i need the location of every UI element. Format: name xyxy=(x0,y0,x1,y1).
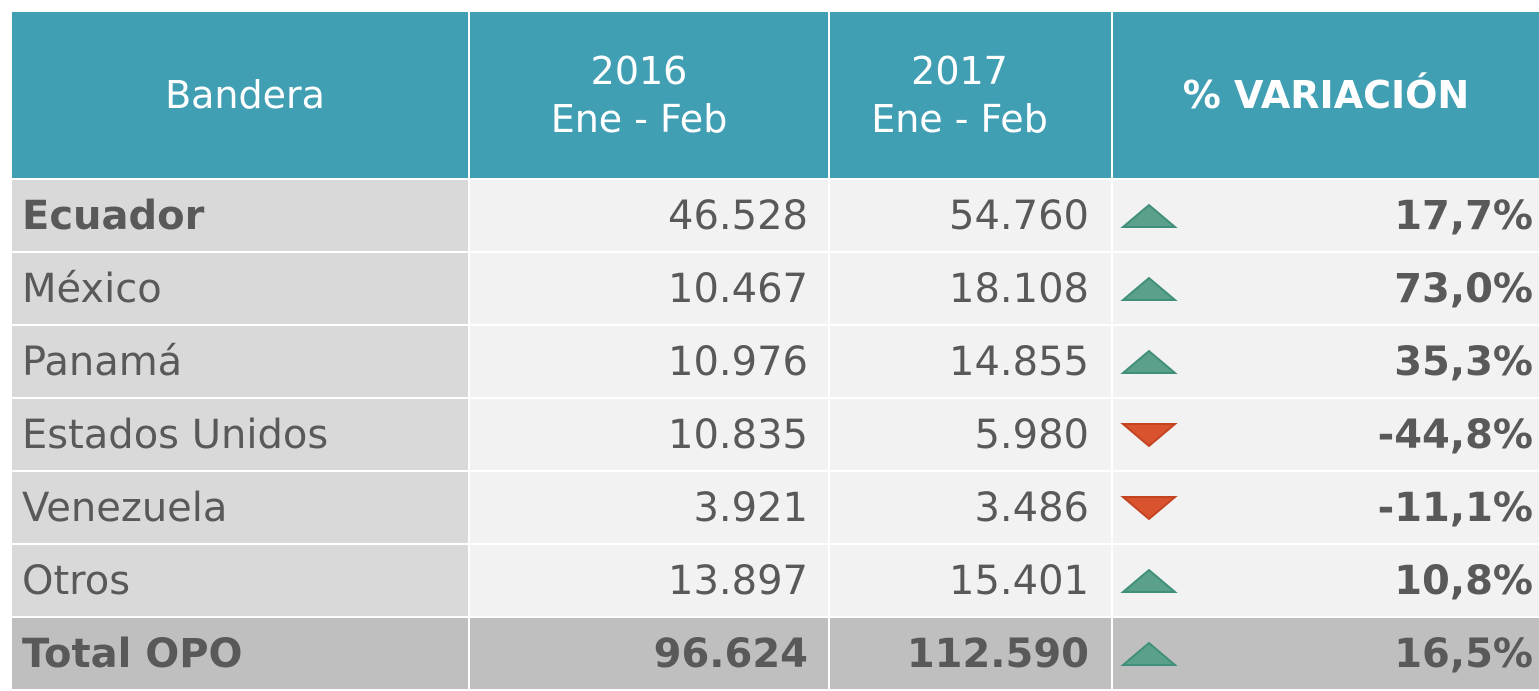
y2016-text: 96.624 xyxy=(653,630,808,677)
y2016-cell: 96.624 xyxy=(470,618,830,691)
y2016-cell: 3.921 xyxy=(470,472,830,545)
y2017-cell: 3.486 xyxy=(830,472,1113,545)
table-row: Panamá 10.976 14.855 35,3% xyxy=(12,326,1539,399)
y2016-cell: 10.467 xyxy=(470,253,830,326)
name-cell: México xyxy=(12,253,470,326)
trend-arrow xyxy=(1120,276,1178,301)
table-row: Ecuador 46.528 54.760 17,7% xyxy=(12,180,1539,253)
header-cell: % VARIACIÓN xyxy=(1113,12,1539,180)
y2017-cell: 15.401 xyxy=(830,545,1113,618)
header-text: 2016 xyxy=(590,49,688,93)
y2017-cell: 14.855 xyxy=(830,326,1113,399)
trend-arrow xyxy=(1120,641,1178,666)
variation-text: 10,8% xyxy=(1394,557,1533,604)
arrow-up xyxy=(1120,276,1178,301)
variation-cell: 17,7% xyxy=(1113,180,1539,253)
y2016-text: 13.897 xyxy=(668,557,808,604)
name-cell: Panamá xyxy=(12,326,470,399)
variation-cell: 35,3% xyxy=(1113,326,1539,399)
trend-arrow xyxy=(1120,495,1178,520)
name-text: Estados Unidos xyxy=(22,411,329,458)
y2016-text: 10.467 xyxy=(668,265,808,312)
variation-text: 73,0% xyxy=(1394,265,1533,312)
y2016-text: 46.528 xyxy=(668,192,808,239)
header-cell: Bandera xyxy=(12,12,470,180)
y2017-cell: 112.590 xyxy=(830,618,1113,691)
header-text: Bandera xyxy=(165,73,325,117)
y2017-cell: 5.980 xyxy=(830,399,1113,472)
header-row: Bandera 2016 Ene - Feb 2017 Ene - Feb% VARIA… xyxy=(12,12,1539,180)
name-text: Ecuador xyxy=(22,192,205,239)
name-text: Otros xyxy=(22,557,131,604)
table-row: Venezuela 3.921 3.486 -11,1% xyxy=(12,472,1539,545)
y2017-cell: 18.108 xyxy=(830,253,1113,326)
variation-text: 17,7% xyxy=(1394,192,1533,239)
variation-cell: 16,5% xyxy=(1113,618,1539,691)
y2017-text: 5.980 xyxy=(974,411,1089,458)
y2017-text: 3.486 xyxy=(974,484,1089,531)
arrow-up xyxy=(1120,568,1178,593)
name-text: Panamá xyxy=(22,338,183,385)
header-text: 2017 xyxy=(911,49,1008,93)
trend-arrow xyxy=(1120,349,1178,374)
header-cell: 2016 Ene - Feb xyxy=(470,12,830,180)
y2016-text: 10.976 xyxy=(668,338,808,385)
y2016-cell: 10.976 xyxy=(470,326,830,399)
y2016-cell: 46.528 xyxy=(470,180,830,253)
arrow-up xyxy=(1120,641,1178,666)
header-text: Ene - Feb xyxy=(550,97,728,141)
variation-text: -11,1% xyxy=(1377,484,1533,531)
variation-cell: -11,1% xyxy=(1113,472,1539,545)
trend-arrow xyxy=(1120,422,1178,447)
y2017-cell: 54.760 xyxy=(830,180,1113,253)
header-text: % VARIACIÓN xyxy=(1182,73,1470,117)
y2016-text: 3.921 xyxy=(693,484,808,531)
table-row: México 10.467 18.108 73,0% xyxy=(12,253,1539,326)
name-text: México xyxy=(22,265,162,312)
trend-arrow xyxy=(1120,568,1178,593)
arrow-up xyxy=(1120,349,1178,374)
y2017-text: 18.108 xyxy=(949,265,1089,312)
variation-text: -44,8% xyxy=(1377,411,1533,458)
arrow-down xyxy=(1120,495,1178,520)
header-text: Ene - Feb xyxy=(871,97,1048,141)
table-row: Estados Unidos 10.835 5.980 -44,8% xyxy=(12,399,1539,472)
y2016-cell: 13.897 xyxy=(470,545,830,618)
variation-cell: -44,8% xyxy=(1113,399,1539,472)
y2017-text: 15.401 xyxy=(949,557,1089,604)
variation-cell: 73,0% xyxy=(1113,253,1539,326)
arrow-down xyxy=(1120,422,1178,447)
y2017-text: 14.855 xyxy=(949,338,1089,385)
y2016-cell: 10.835 xyxy=(470,399,830,472)
y2016-text: 10.835 xyxy=(668,411,808,458)
variation-text: 16,5% xyxy=(1394,630,1533,677)
variation-cell: 10,8% xyxy=(1113,545,1539,618)
name-text: Venezuela xyxy=(22,484,228,531)
data-table: Bandera 2016 Ene - Feb 2017 Ene - Feb% VARIA… xyxy=(12,12,1539,691)
name-cell: Total OPO xyxy=(12,618,470,691)
table-row: Total OPO 96.624 112.590 16,5% xyxy=(12,618,1539,691)
header-cell: 2017 Ene - Feb xyxy=(830,12,1113,180)
trend-arrow xyxy=(1120,203,1178,228)
name-text: Total OPO xyxy=(22,630,243,677)
y2017-text: 54.760 xyxy=(949,192,1089,239)
table-row: Otros 13.897 15.401 10,8% xyxy=(12,545,1539,618)
name-cell: Ecuador xyxy=(12,180,470,253)
y2017-text: 112.590 xyxy=(906,630,1089,677)
variation-text: 35,3% xyxy=(1394,338,1533,385)
name-cell: Otros xyxy=(12,545,470,618)
name-cell: Venezuela xyxy=(12,472,470,545)
arrow-up xyxy=(1120,203,1178,228)
name-cell: Estados Unidos xyxy=(12,399,470,472)
